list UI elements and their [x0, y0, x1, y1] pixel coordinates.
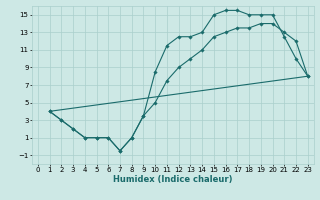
X-axis label: Humidex (Indice chaleur): Humidex (Indice chaleur): [113, 175, 233, 184]
